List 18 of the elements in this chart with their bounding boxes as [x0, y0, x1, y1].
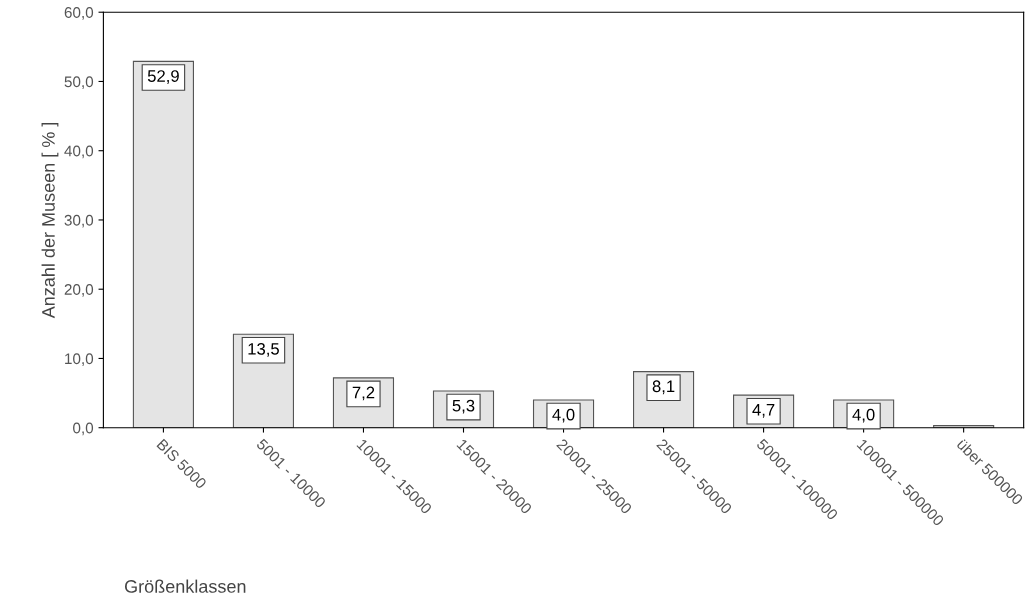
- y-tick-label: 0,0: [73, 422, 94, 436]
- y-tick-label: 50,0: [64, 76, 94, 89]
- y-tick-label: 20,0: [64, 284, 94, 297]
- y-tick-label: 60,0: [64, 7, 94, 20]
- data-label: 4,7: [752, 404, 775, 418]
- data-label: 52,9: [147, 70, 179, 84]
- data-label: 8,1: [652, 380, 675, 395]
- y-tick-label: 40,0: [64, 145, 94, 159]
- bar: [132, 60, 194, 428]
- data-label: 4,0: [552, 408, 575, 423]
- x-axis-title: Größenklassen: [124, 579, 246, 593]
- data-label: 5,3: [452, 399, 475, 414]
- y-tick-label: 10,0: [65, 353, 94, 366]
- data-label: 13,5: [248, 342, 279, 357]
- data-label: 7,2: [352, 386, 375, 401]
- y-axis-title: Anzahl der Museen [ % ]: [41, 122, 59, 319]
- y-tick-label: 30,0: [64, 214, 94, 228]
- data-label: 4,0: [852, 408, 875, 423]
